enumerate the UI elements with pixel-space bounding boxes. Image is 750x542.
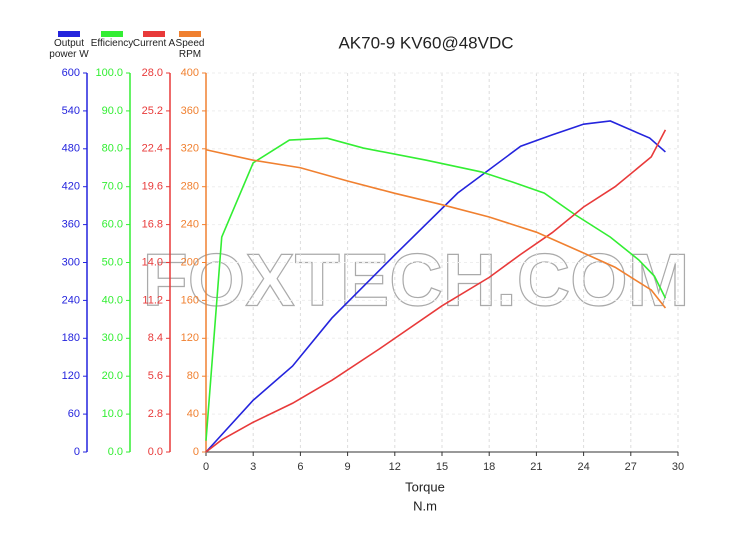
y-tick-label: 280 (181, 181, 199, 193)
y-tick-label: 70.0 (102, 181, 123, 193)
y-tick-label: 80.0 (102, 143, 123, 155)
legend-swatch (179, 31, 201, 37)
x-tick-label: 12 (389, 461, 401, 473)
x-tick-label: 9 (345, 461, 351, 473)
x-tick-label: 6 (297, 461, 303, 473)
y-tick-label: 90.0 (102, 105, 123, 117)
y-tick-label: 600 (62, 67, 80, 79)
x-axis-unit: N.m (413, 498, 437, 513)
y-tick-label: 40 (187, 408, 199, 420)
y-tick-label: 240 (181, 219, 199, 231)
y-tick-label: 16.8 (142, 219, 163, 231)
x-axis-label: Torque (405, 479, 445, 494)
y-tick-label: 0.0 (108, 446, 123, 458)
y-tick-label: 0 (74, 446, 80, 458)
x-tick-label: 27 (625, 461, 637, 473)
legend-swatch (101, 31, 123, 37)
legend-label: Speed RPM (175, 38, 205, 60)
y-tick-label: 240 (62, 294, 80, 306)
y-tick-label: 8.4 (148, 332, 163, 344)
x-tick-label: 18 (483, 461, 495, 473)
legend-label: Output power W (49, 38, 89, 60)
y-tick-label: 420 (62, 181, 80, 193)
y-tick-label: 400 (181, 67, 199, 79)
legend-label: Efficiency (90, 38, 134, 49)
chart-title: AK70-9 KV60@48VDC (338, 33, 513, 52)
y-tick-label: 160 (181, 294, 199, 306)
y-tick-label: 10.0 (102, 408, 123, 420)
y-tick-label: 300 (62, 256, 80, 268)
legend-label: Current A (132, 38, 176, 49)
y-tick-label: 50.0 (102, 256, 123, 268)
y-tick-label: 480 (62, 143, 80, 155)
y-tick-label: 80 (187, 370, 199, 382)
y-tick-label: 200 (181, 256, 199, 268)
y-tick-label: 19.6 (142, 181, 163, 193)
y-tick-label: 20.0 (102, 370, 123, 382)
y-tick-label: 60.0 (102, 219, 123, 231)
legend-swatch (58, 31, 80, 37)
y-tick-label: 0.0 (148, 446, 163, 458)
y-tick-label: 2.8 (148, 408, 163, 420)
y-tick-label: 30.0 (102, 332, 123, 344)
y-tick-label: 0 (193, 446, 199, 458)
x-tick-label: 3 (250, 461, 256, 473)
y-tick-label: 320 (181, 143, 199, 155)
series-line (205, 120, 666, 453)
legend-swatch (143, 31, 165, 37)
y-tick-label: 100.0 (95, 67, 123, 79)
y-tick-label: 25.2 (142, 105, 163, 117)
y-tick-label: 40.0 (102, 294, 123, 306)
y-tick-label: 14.0 (142, 256, 163, 268)
x-tick-label: 24 (577, 461, 589, 473)
y-tick-label: 5.6 (148, 370, 163, 382)
x-tick-label: 0 (203, 461, 209, 473)
x-tick-label: 21 (530, 461, 542, 473)
series-line (205, 148, 667, 309)
series-line (205, 129, 667, 453)
y-tick-label: 360 (181, 105, 199, 117)
y-tick-label: 28.0 (142, 67, 163, 79)
y-tick-label: 11.2 (142, 294, 163, 306)
y-tick-label: 360 (62, 219, 80, 231)
y-tick-label: 120 (181, 332, 199, 344)
watermark: FOXTECH.COM (143, 239, 690, 322)
series-line (205, 137, 667, 441)
y-tick-label: 22.4 (142, 143, 163, 155)
x-tick-label: 30 (672, 461, 684, 473)
y-tick-label: 60 (68, 408, 80, 420)
x-tick-label: 15 (436, 461, 448, 473)
y-tick-label: 120 (62, 370, 80, 382)
y-tick-label: 540 (62, 105, 80, 117)
y-tick-label: 180 (62, 332, 80, 344)
